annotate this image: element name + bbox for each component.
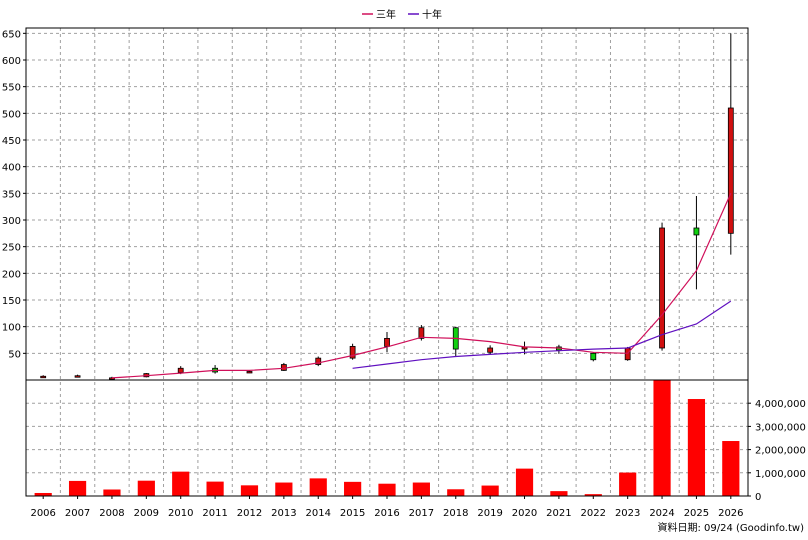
year-tick-label: 2019 — [477, 508, 502, 519]
year-tick-label: 2009 — [134, 508, 159, 519]
volume-bar — [378, 483, 396, 496]
year-tick-label: 2016 — [374, 508, 399, 519]
three-year-line — [111, 193, 732, 379]
source-date-label: 資料日期: 09/24 (Goodinfo.tw) — [657, 521, 804, 534]
volume-bar — [481, 485, 499, 496]
price-tick-label: 500 — [2, 109, 21, 120]
price-tick-label: 550 — [2, 83, 21, 94]
year-tick-label: 2010 — [168, 508, 193, 519]
price-tick-label: 150 — [2, 296, 21, 307]
volume-bar — [68, 480, 87, 496]
volume-bar — [447, 489, 465, 496]
year-tick-label: 2006 — [30, 508, 55, 519]
year-tick-label: 2025 — [684, 508, 709, 519]
volume-bar — [137, 480, 155, 496]
volume-bar — [172, 471, 190, 496]
volume-bar — [584, 494, 602, 496]
candle-body — [384, 337, 390, 347]
year-tick-label: 2007 — [65, 508, 90, 519]
volume-bar — [103, 489, 121, 496]
year-tick-label: 2021 — [546, 508, 571, 519]
price-tick-label: 350 — [2, 189, 21, 200]
candle-body — [693, 227, 700, 236]
candle-body — [659, 227, 665, 349]
moving-average-lines — [111, 193, 732, 379]
price-panel-frame — [25, 27, 749, 381]
price-tick-label: 50 — [8, 349, 21, 360]
year-tick-label: 2026 — [718, 508, 743, 519]
volume-bar — [412, 482, 430, 496]
year-tick-label: 2024 — [649, 508, 674, 519]
price-tick-label: 300 — [2, 216, 21, 227]
volume-tick-label: 1,000,000 — [755, 469, 806, 480]
candle-body — [40, 375, 47, 379]
candle-body — [418, 327, 425, 339]
candle-body — [487, 347, 494, 353]
price-tick-label: 100 — [2, 323, 21, 334]
candle-body — [246, 371, 253, 374]
volume-bar — [275, 482, 293, 496]
volume-bar — [515, 468, 534, 496]
ten-year-line — [352, 300, 732, 369]
volume-bar — [309, 478, 327, 496]
axes: 50 100 150 200 250 300 350 400 450 500 550 600 650 0 1… — [2, 29, 806, 519]
volume-panel-frame — [25, 379, 749, 497]
year-tick-label: 2018 — [443, 508, 468, 519]
volume-bar — [344, 481, 362, 496]
year-tick-label: 2013 — [271, 508, 296, 519]
volume-bar — [722, 441, 740, 496]
volume-bar — [206, 481, 224, 496]
price-tick-label: 400 — [2, 163, 21, 174]
price-tick-label: 250 — [2, 243, 21, 254]
candle-body — [315, 357, 322, 365]
volume-bar — [550, 491, 568, 496]
price-tick-label: 450 — [2, 136, 21, 147]
volume-tick-label: 2,000,000 — [755, 446, 806, 457]
year-tick-label: 2017 — [409, 508, 434, 519]
grid-lines — [26, 28, 748, 496]
price-candles — [40, 33, 734, 380]
year-tick-label: 2008 — [99, 508, 124, 519]
candle-body — [177, 367, 184, 373]
year-tick-label: 2023 — [615, 508, 640, 519]
candle-body — [74, 375, 81, 378]
volume-bar — [34, 492, 52, 496]
legend-ten-year-label: 十年 — [422, 8, 442, 21]
legend: 三年 十年 — [362, 8, 442, 21]
year-tick-label: 2022 — [581, 508, 606, 519]
volume-bar — [619, 472, 637, 496]
volume-bar — [687, 399, 706, 496]
volume-tick-label: 3,000,000 — [755, 422, 806, 433]
volume-tick-label: 0 — [755, 492, 761, 503]
year-tick-label: 2011 — [202, 508, 227, 519]
candle-body — [590, 352, 597, 361]
volume-bar — [653, 380, 671, 496]
legend-three-year-label: 三年 — [376, 8, 396, 21]
year-tick-label: 2020 — [512, 508, 537, 519]
volume-tick-label: 4,000,000 — [755, 399, 806, 410]
candle-body — [727, 107, 734, 234]
year-tick-label: 2012 — [237, 508, 262, 519]
candle-body — [349, 345, 356, 359]
volume-bars — [34, 380, 740, 496]
candle-body — [109, 377, 115, 380]
year-tick-label: 2014 — [306, 508, 331, 519]
year-tick-label: 2015 — [340, 508, 365, 519]
price-tick-label: 200 — [2, 269, 21, 280]
volume-bar — [240, 485, 259, 496]
price-tick-label: 600 — [2, 56, 21, 67]
price-tick-label: 650 — [2, 29, 21, 40]
